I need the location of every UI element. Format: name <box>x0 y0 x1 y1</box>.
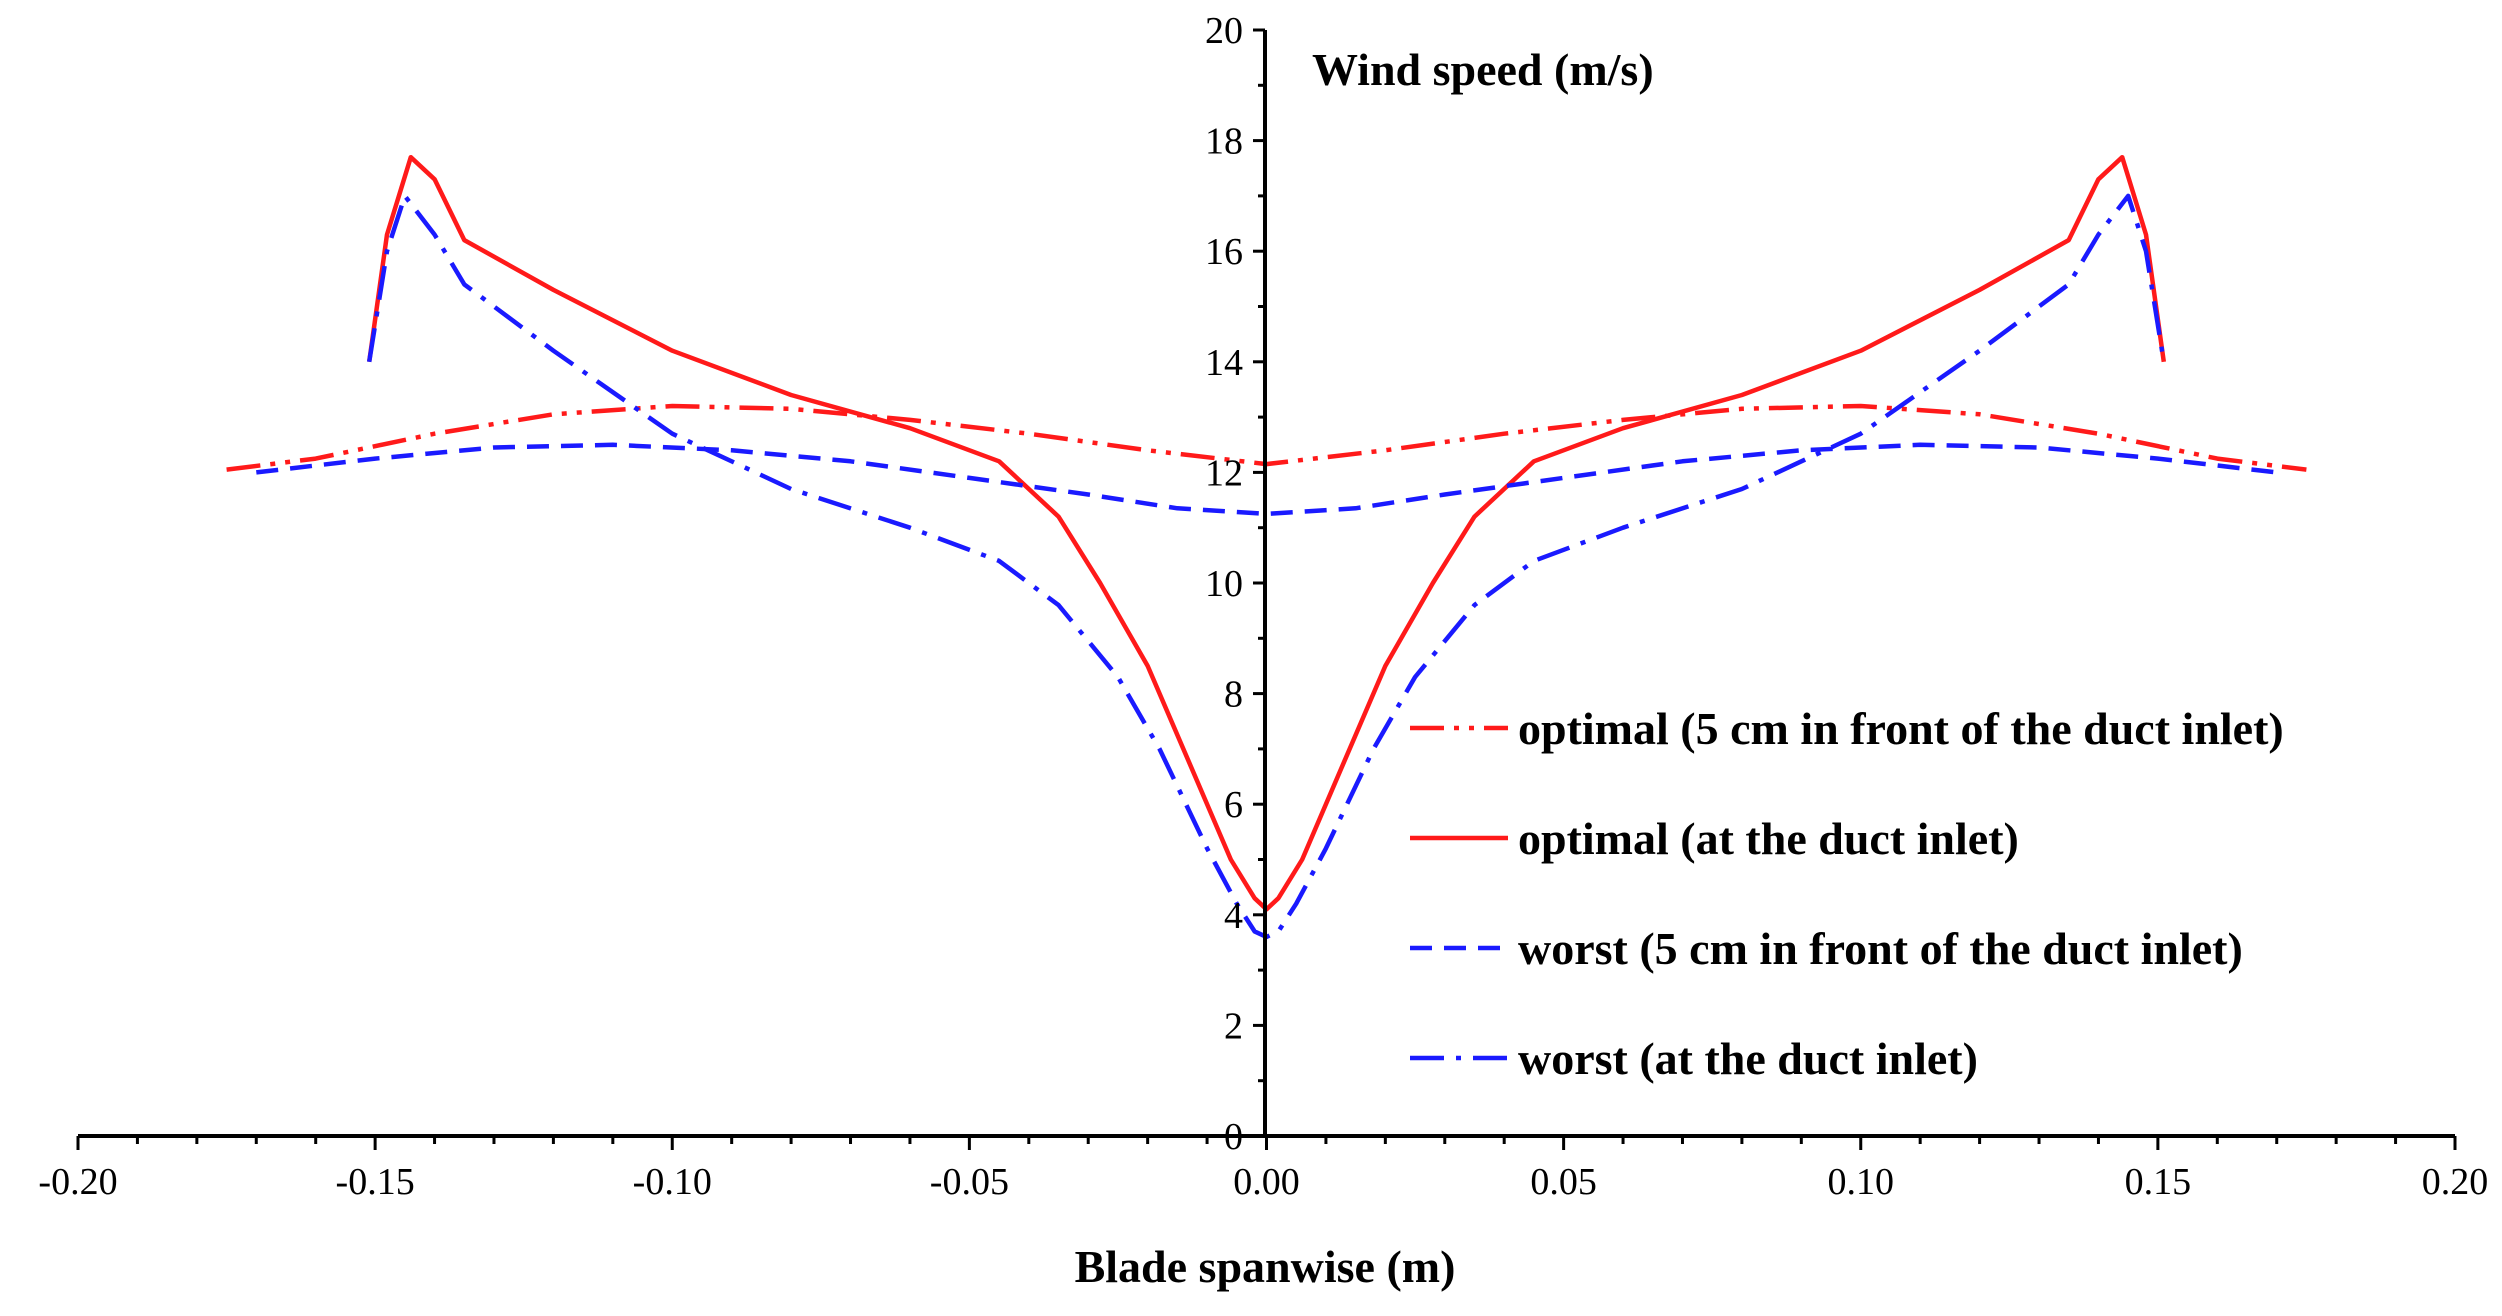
x-tick-label: -0.10 <box>633 1161 712 1203</box>
y-tick-label: 4 <box>1224 895 1243 937</box>
x-tick-label: -0.05 <box>930 1161 1009 1203</box>
y-tick-label: 6 <box>1224 784 1243 826</box>
x-tick-label: 0.20 <box>2422 1161 2489 1203</box>
legend-label-3: worst (5 cm in front of the duct inlet) <box>1518 923 2243 974</box>
series-line-3 <box>256 442 2277 517</box>
x-tick-label: 0.10 <box>1828 1161 1895 1203</box>
y-tick-label: 20 <box>1205 10 1243 52</box>
y-axis-title: Wind speed (m/s) <box>1312 44 1654 95</box>
y-tick-label: 8 <box>1224 674 1243 716</box>
y-tick-label: 18 <box>1205 121 1243 163</box>
y-tick-label: 16 <box>1205 231 1243 273</box>
legend: optimal (5 cm in front of the duct inlet… <box>1410 703 2284 1084</box>
x-tick-label: 0.00 <box>1233 1161 1300 1203</box>
x-tick-label: 0.05 <box>1530 1161 1597 1203</box>
legend-label-1: optimal (5 cm in front of the duct inlet… <box>1518 703 2284 754</box>
x-tick-label: -0.20 <box>38 1161 117 1203</box>
x-tick-label: -0.15 <box>336 1161 415 1203</box>
y-tick-label: 0 <box>1224 1116 1243 1158</box>
legend-label-2: optimal (at the duct inlet) <box>1518 813 2019 864</box>
y-tick-label: 2 <box>1224 1005 1243 1047</box>
x-tick-label: 0.15 <box>2125 1161 2192 1203</box>
legend-label-4: worst (at the duct inlet) <box>1518 1033 1978 1084</box>
x-axis-title: Blade spanwise (m) <box>1075 1241 1456 1292</box>
y-tick-label: 14 <box>1205 342 1243 384</box>
y-tick-label: 10 <box>1205 563 1243 605</box>
y-tick-label: 12 <box>1205 452 1243 494</box>
axes-layer: -0.20 -0.15 -0.10 -0.05 0.00 0.05 0.10 0.15 0.20… <box>38 10 2488 1292</box>
